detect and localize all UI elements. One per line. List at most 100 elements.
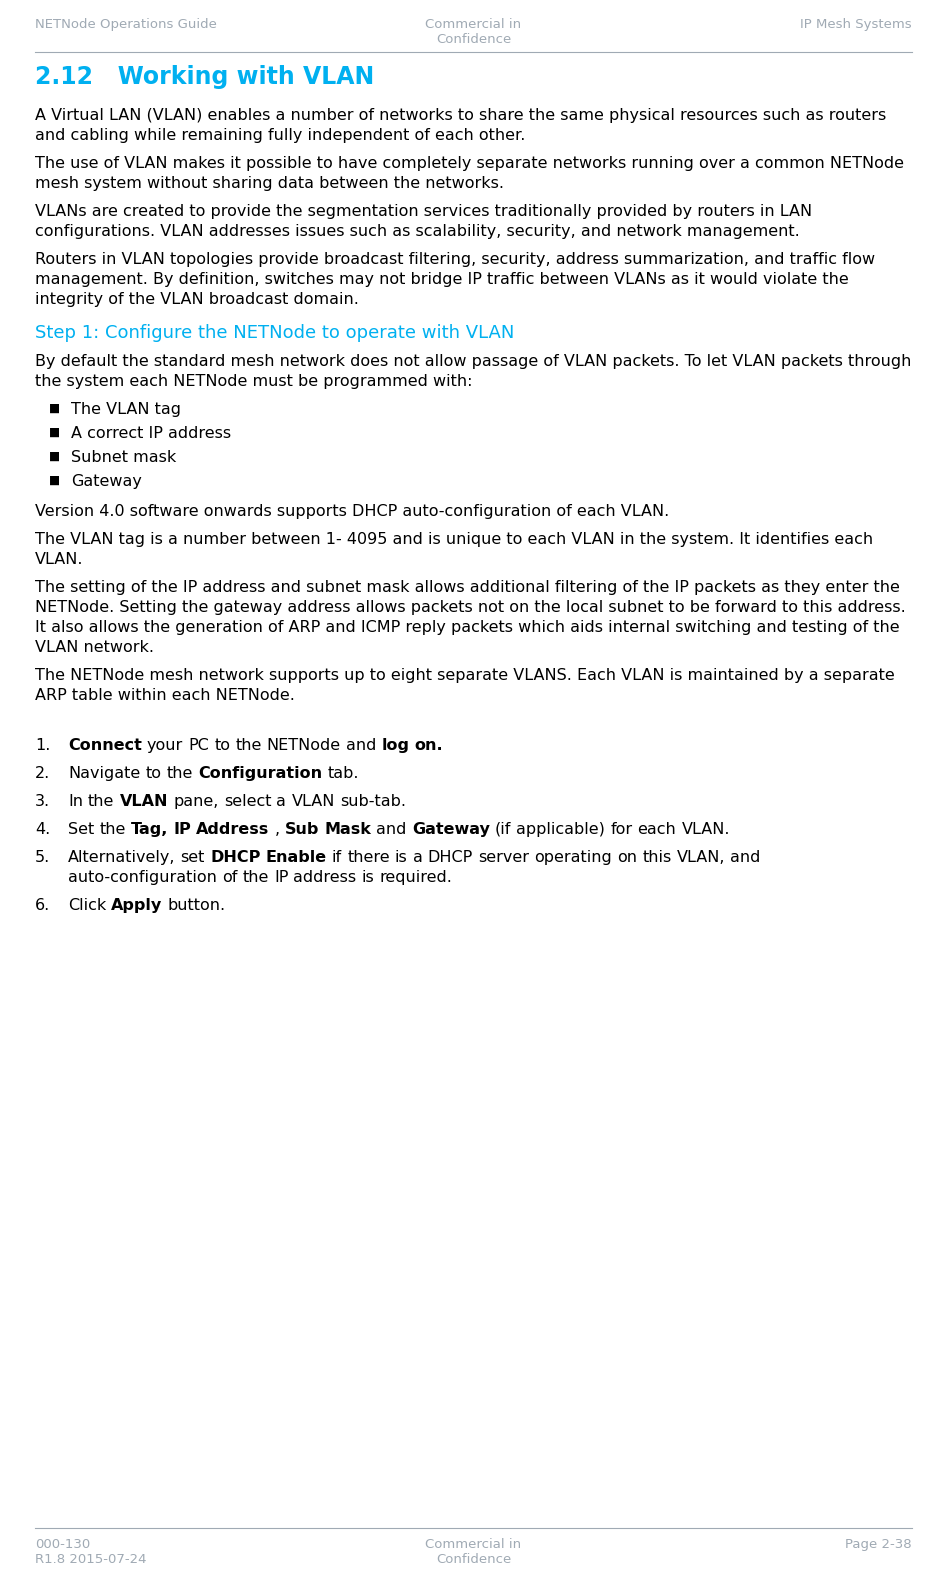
Text: your: your [147,738,184,752]
Text: on: on [617,850,637,866]
Text: Commercial in
Confidence: Commercial in Confidence [425,17,522,46]
Text: Gateway: Gateway [71,474,142,490]
Text: By default the standard mesh network does not allow passage of VLAN packets. To : By default the standard mesh network doe… [35,354,911,368]
Text: a: a [413,850,422,866]
Text: and: and [730,850,760,866]
Text: Tag,: Tag, [131,822,169,837]
Text: is: is [395,850,407,866]
Text: the system each NETNode must be programmed with:: the system each NETNode must be programm… [35,375,473,389]
Text: log: log [382,738,410,752]
Text: the: the [88,793,115,809]
Text: VLAN: VLAN [292,793,334,809]
Text: set: set [181,850,205,866]
Text: 5.: 5. [35,850,50,866]
Text: and: and [376,822,407,837]
Text: 2.: 2. [35,767,50,781]
Text: VLAN,: VLAN, [676,850,725,866]
Text: VLAN: VLAN [119,793,169,809]
Text: Commercial in
Confidence: Commercial in Confidence [425,1538,522,1566]
Text: DHCP: DHCP [210,850,260,866]
Text: if: if [331,850,342,866]
Text: Gateway: Gateway [412,822,490,837]
Text: the: the [99,822,126,837]
Text: auto-configuration: auto-configuration [68,870,217,885]
Text: IP Mesh Systems: IP Mesh Systems [800,17,912,31]
Text: A Virtual LAN (VLAN) enables a number of networks to share the same physical res: A Virtual LAN (VLAN) enables a number of… [35,109,886,123]
Text: to: to [214,738,230,752]
Text: NETNode: NETNode [267,738,341,752]
Text: The use of VLAN makes it possible to have completely separate networks running o: The use of VLAN makes it possible to hav… [35,156,904,172]
Text: button.: button. [168,899,226,913]
Text: Address: Address [196,822,270,837]
Text: sub-tab.: sub-tab. [340,793,406,809]
Text: Sub: Sub [285,822,319,837]
Text: the: the [242,870,269,885]
Text: server: server [478,850,529,866]
Text: It also allows the generation of ARP and ICMP reply packets which aids internal : It also allows the generation of ARP and… [35,620,900,634]
Text: A correct IP address: A correct IP address [71,427,231,441]
Text: 3.: 3. [35,793,50,809]
Text: IP: IP [274,870,289,885]
Text: Page 2-38: Page 2-38 [846,1538,912,1550]
Text: required.: required. [380,870,453,885]
Text: IP: IP [173,822,191,837]
Text: on.: on. [415,738,443,752]
Text: Click: Click [68,899,106,913]
Text: 6.: 6. [35,899,50,913]
Text: address: address [294,870,357,885]
Text: select: select [223,793,271,809]
Text: pane,: pane, [173,793,219,809]
Text: NETNode. Setting the gateway address allows packets not on the local subnet to b: NETNode. Setting the gateway address all… [35,600,905,615]
Text: VLANs are created to provide the segmentation services traditionally provided by: VLANs are created to provide the segment… [35,205,813,219]
Text: Subnet mask: Subnet mask [71,450,176,464]
Text: Connect: Connect [68,738,142,752]
Text: applicable): applicable) [516,822,605,837]
Text: Version 4.0 software onwards supports DHCP auto-configuration of each VLAN.: Version 4.0 software onwards supports DH… [35,504,670,519]
Text: 4.: 4. [35,822,50,837]
Text: ■: ■ [49,427,60,439]
Text: Enable: Enable [265,850,327,866]
Text: and: and [346,738,377,752]
Text: and cabling while remaining fully independent of each other.: and cabling while remaining fully indepe… [35,127,526,143]
Text: management. By definition, switches may not bridge IP traffic between VLANs as i: management. By definition, switches may … [35,272,849,286]
Text: Navigate: Navigate [68,767,140,781]
Text: ■: ■ [49,474,60,486]
Text: a: a [277,793,286,809]
Text: VLAN network.: VLAN network. [35,641,154,655]
Text: the: the [167,767,193,781]
Text: Mask: Mask [325,822,371,837]
Text: ,: , [275,822,279,837]
Text: there: there [348,850,390,866]
Text: VLAN.: VLAN. [35,552,83,567]
Text: is: is [362,870,374,885]
Text: to: to [146,767,161,781]
Text: of: of [222,870,238,885]
Text: Routers in VLAN topologies provide broadcast filtering, security, address summar: Routers in VLAN topologies provide broad… [35,252,875,268]
Text: mesh system without sharing data between the networks.: mesh system without sharing data between… [35,176,504,190]
Text: tab.: tab. [328,767,359,781]
Text: PC: PC [188,738,209,752]
Text: DHCP: DHCP [428,850,473,866]
Text: 1.: 1. [35,738,50,752]
Text: Alternatively,: Alternatively, [68,850,175,866]
Text: The VLAN tag is a number between 1- 4095 and is unique to each VLAN in the syste: The VLAN tag is a number between 1- 4095… [35,532,873,548]
Text: ARP table within each NETNode.: ARP table within each NETNode. [35,688,295,704]
Text: (if: (if [495,822,511,837]
Text: The setting of the IP address and subnet mask allows additional filtering of the: The setting of the IP address and subnet… [35,579,900,595]
Text: The VLAN tag: The VLAN tag [71,401,181,417]
Text: NETNode Operations Guide: NETNode Operations Guide [35,17,217,31]
Text: VLAN.: VLAN. [682,822,730,837]
Text: the: the [236,738,261,752]
Text: Step 1: Configure the NETNode to operate with VLAN: Step 1: Configure the NETNode to operate… [35,324,514,342]
Text: configurations. VLAN addresses issues such as scalability, security, and network: configurations. VLAN addresses issues su… [35,224,800,239]
Text: each: each [637,822,676,837]
Text: ■: ■ [49,401,60,416]
Text: Apply: Apply [112,899,163,913]
Text: integrity of the VLAN broadcast domain.: integrity of the VLAN broadcast domain. [35,293,359,307]
Text: operating: operating [534,850,612,866]
Text: 000-130
R1.8 2015-07-24: 000-130 R1.8 2015-07-24 [35,1538,147,1566]
Text: ■: ■ [49,450,60,463]
Text: this: this [642,850,671,866]
Text: Set: Set [68,822,95,837]
Text: 2.12   Working with VLAN: 2.12 Working with VLAN [35,65,374,90]
